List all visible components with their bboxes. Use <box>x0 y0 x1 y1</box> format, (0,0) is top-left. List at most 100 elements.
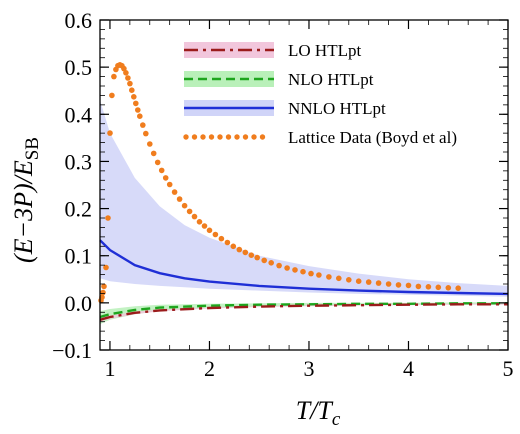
lattice-point <box>100 289 106 296</box>
legend-entry: NNLO HTLpt <box>184 99 386 118</box>
y-tick-label: −0.1 <box>52 338 92 363</box>
lattice-point <box>230 243 237 250</box>
x-tick-label: 5 <box>503 356 514 381</box>
lattice-point <box>395 282 402 288</box>
lattice-point <box>105 215 111 221</box>
legend-label: NNLO HTLpt <box>288 99 386 118</box>
lattice-point <box>129 87 135 93</box>
lattice-point <box>123 70 129 76</box>
lattice-point <box>284 265 290 271</box>
lattice-point <box>292 267 298 273</box>
lattice-point <box>111 73 117 80</box>
legend-dot <box>259 134 266 140</box>
lattice-point <box>385 281 392 287</box>
axis-ticks: 1 2 3 4 5 −0.1 0.0 0.1 0.2 0.3 0.4 0.5 0.6 <box>52 8 513 381</box>
legend-entry: NLO HTLpt <box>184 70 374 89</box>
lattice-point <box>375 280 382 286</box>
lattice-point <box>261 257 268 264</box>
y-tick-label: 0.3 <box>65 149 93 174</box>
series-lines <box>99 239 509 321</box>
y-tick-label: 0.0 <box>65 291 93 316</box>
legend-dot <box>208 134 215 140</box>
lattice-point <box>186 208 193 215</box>
lattice-point <box>158 167 165 174</box>
lattice-point <box>103 264 109 271</box>
lattice-point <box>143 130 149 137</box>
lattice-point <box>218 235 225 242</box>
lattice-point <box>206 227 213 234</box>
y-axis-title: (E−3P)/ESB <box>9 137 43 263</box>
lattice-point <box>316 272 322 278</box>
y-tick-label: 0.2 <box>65 197 93 222</box>
x-axis-title: T/Tc <box>296 396 341 430</box>
lattice-point <box>162 175 169 181</box>
lattice-point <box>445 285 452 291</box>
lattice-point <box>236 246 243 253</box>
legend-dot <box>251 134 257 140</box>
lattice-point <box>435 284 442 291</box>
lattice-point <box>308 270 314 277</box>
lattice-point <box>131 94 137 100</box>
legend-band-swatch <box>184 42 274 58</box>
legend-dot <box>191 134 198 140</box>
plot-frame <box>99 19 509 351</box>
legend-entry: Lattice Data (Boyd et al) <box>183 128 457 147</box>
lattice-point <box>137 113 143 119</box>
lattice-point <box>405 282 412 289</box>
lattice-point <box>336 275 342 282</box>
lattice-point <box>276 262 282 269</box>
legend-label: Lattice Data (Boyd et al) <box>288 128 457 147</box>
lattice-point <box>176 196 183 202</box>
lattice-point <box>254 254 260 261</box>
lattice-points <box>98 62 462 304</box>
lattice-point <box>133 100 139 107</box>
x-tick-label: 2 <box>204 356 215 381</box>
lattice-point <box>355 278 362 285</box>
lattice-point <box>365 279 372 285</box>
lattice-point <box>171 189 178 195</box>
y-tick-label: 0.6 <box>65 8 93 33</box>
lattice-point <box>268 260 275 266</box>
legend-dot <box>183 134 189 140</box>
lattice-point <box>135 107 141 113</box>
lattice-point <box>154 159 161 166</box>
lattice-point <box>121 65 127 72</box>
band-nnlo-htlpt <box>100 100 508 297</box>
lattice-point <box>242 249 249 256</box>
lattice-point <box>415 283 422 290</box>
y-tick-label: 0.5 <box>65 55 93 80</box>
legend-dot <box>234 134 240 140</box>
lattice-point <box>109 92 115 99</box>
x-tick-label: 3 <box>303 356 314 381</box>
line-lo-htlpt <box>99 303 508 321</box>
lattice-point <box>196 219 203 225</box>
lattice-point <box>346 277 352 283</box>
lattice-point <box>326 274 332 280</box>
lattice-point <box>125 75 131 81</box>
lattice-point <box>181 202 188 209</box>
legend-dot <box>200 134 206 140</box>
lattice-point <box>150 150 157 157</box>
legend-label: LO HTLpt <box>288 41 361 60</box>
x-tick-label: 4 <box>403 356 414 381</box>
line-nnlo-htlpt <box>99 239 509 296</box>
y-tick-label: 0.1 <box>65 244 93 269</box>
lattice-point <box>300 268 306 275</box>
y-tick-label: 0.4 <box>65 102 93 127</box>
lattice-point <box>212 231 219 238</box>
lattice-point <box>425 284 432 290</box>
legend-entry: LO HTLpt <box>184 41 361 60</box>
legend-dot <box>225 134 232 140</box>
lattice-point <box>147 141 153 147</box>
x-tick-label: 1 <box>104 356 115 381</box>
legend-label: NLO HTLpt <box>288 70 374 89</box>
lattice-point <box>166 181 173 188</box>
lattice-point <box>107 130 113 136</box>
legend: LO HTLpt NLO HTLpt NNLO HTLpt Lattice Data … <box>183 41 457 147</box>
lattice-point <box>248 252 255 258</box>
lattice-point <box>127 80 133 87</box>
lattice-point <box>101 283 107 290</box>
lattice-point <box>224 239 231 246</box>
lattice-point <box>455 285 462 292</box>
